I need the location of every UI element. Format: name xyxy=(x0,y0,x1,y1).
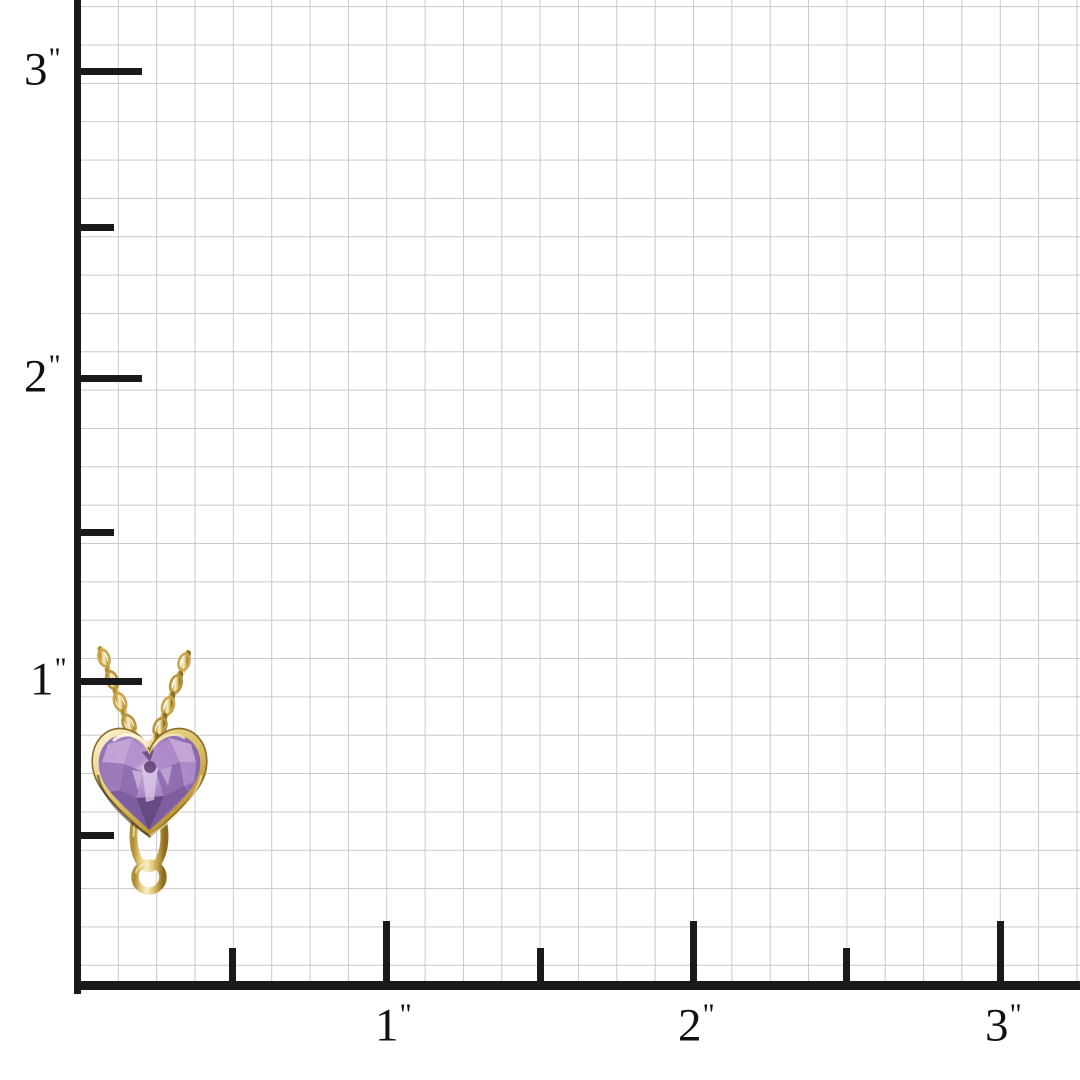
y-tick-minor-2_5in xyxy=(80,224,114,231)
y-axis-label-2in: 2" xyxy=(24,351,61,401)
heart-pendant-head xyxy=(91,727,208,839)
y-axis-label-3in: 3" xyxy=(24,44,61,94)
y-axis-label-3in-value: 3 xyxy=(24,43,48,96)
x-tick-major-3in xyxy=(997,921,1004,981)
inch-mark-icon: " xyxy=(399,998,412,1031)
y-axis-label-1in: 1" xyxy=(30,654,67,704)
y-tick-major-1in xyxy=(80,678,142,685)
y-axis-label-2in-value: 2 xyxy=(24,350,48,403)
x-axis-label-3in: 3" xyxy=(985,1000,1022,1050)
x-tick-minor-2_5in xyxy=(843,948,850,981)
x-axis-label-2in-value: 2 xyxy=(678,999,702,1052)
inch-mark-icon: " xyxy=(702,998,715,1031)
inch-mark-icon: " xyxy=(48,349,61,382)
y-tick-minor-1_5in xyxy=(80,529,114,536)
y-tick-major-2in xyxy=(80,375,142,382)
heart-pendant-necklace xyxy=(84,640,214,990)
vertical-axis-line xyxy=(74,0,81,994)
x-tick-major-2in xyxy=(690,921,697,981)
amethyst-gem xyxy=(98,735,201,830)
y-axis-label-1in-value: 1 xyxy=(30,653,54,706)
y-tick-minor-0_5in xyxy=(80,832,114,839)
inch-mark-icon: " xyxy=(54,652,67,685)
x-axis-label-3in-value: 3 xyxy=(985,999,1009,1052)
x-axis-label-1in: 1" xyxy=(375,1000,412,1050)
horizontal-axis-line xyxy=(74,981,1080,990)
graph-paper-grid xyxy=(80,0,1080,988)
inch-mark-icon: " xyxy=(48,42,61,75)
x-axis-label-1in-value: 1 xyxy=(375,999,399,1052)
y-tick-major-3in xyxy=(80,68,142,75)
x-tick-major-1in xyxy=(383,921,390,981)
x-tick-minor-0_5in xyxy=(229,948,236,981)
inch-mark-icon: " xyxy=(1009,998,1022,1031)
x-tick-minor-1_5in xyxy=(537,948,544,981)
connector-ring xyxy=(131,859,167,895)
x-axis-label-2in: 2" xyxy=(678,1000,715,1050)
